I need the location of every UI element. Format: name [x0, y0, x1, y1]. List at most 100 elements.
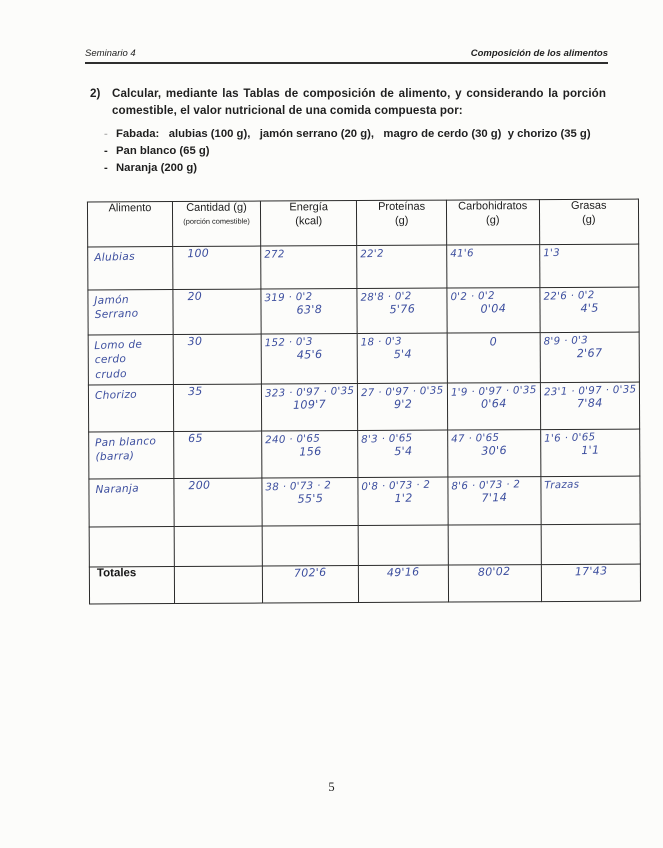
- cell-result: 45'6: [296, 347, 323, 362]
- food-list-item: Naranja (200 g): [116, 162, 197, 174]
- cell-carbohidratos: 1'9 · 0'97 · 0'35 0'64: [447, 382, 541, 430]
- food-list-item: Pan blanco (65 g): [116, 145, 210, 157]
- list-item: - Naranja (200 g): [104, 160, 604, 177]
- cell-result: 1'1: [580, 443, 600, 458]
- cell-carbohidratos: 41'6: [446, 244, 540, 289]
- header-label: Cantidad (g): [186, 201, 247, 214]
- cell-result: 1'2: [393, 491, 413, 505]
- total-energia: 702'6: [294, 565, 328, 580]
- cell-formula: 152 · 0'3: [264, 335, 313, 350]
- table-header-cell: Carbohidratos (g): [446, 199, 540, 246]
- cell-result: 5'76: [389, 302, 416, 317]
- table-row: Naranja 200 38 · 0'73 · 2 55'5 0'8 · 0'73…: [88, 475, 641, 527]
- cell-formula: 0'8 · 0'73 · 2: [361, 478, 431, 493]
- totals-carbohidratos-cell: 80'02: [448, 564, 542, 602]
- cell-formula: 319 · 0'2: [264, 290, 313, 305]
- table-header-row: Alimento Cantidad (g) (porción comestible…: [87, 199, 639, 247]
- exercise-statement: 2) Calcular, mediante las Tablas de comp…: [90, 86, 606, 120]
- cell-formula: 0'2 · 0'2: [450, 289, 495, 304]
- cell-result: 30'6: [480, 443, 507, 458]
- table-row: Jamón Serrano 20 319 · 0'2 63'8 28'8 · 0'…: [87, 287, 640, 335]
- empty-cell: [540, 523, 641, 565]
- table-header-cell: Cantidad (g) (porción comestible): [172, 201, 261, 247]
- cell-alimento: Pan blanco (barra): [88, 431, 174, 479]
- empty-cell: [174, 525, 263, 567]
- header-sublabel: (porción comestible): [183, 216, 250, 226]
- dash-bullet: -: [104, 145, 108, 157]
- cell-cantidad: 100: [172, 246, 261, 290]
- cell-formula: 8'6 · 0'73 · 2: [451, 478, 521, 493]
- cell-cantidad: 20: [172, 289, 262, 335]
- cell-formula: 8'9 · 0'3: [543, 334, 588, 348]
- cell-result: 0'04: [480, 301, 507, 316]
- dash-bullet: -: [104, 162, 108, 174]
- header-sublabel: (g): [582, 213, 596, 226]
- cell-formula: 22'6 · 0'2: [542, 289, 595, 303]
- totals-energia-cell: 702'6: [262, 565, 359, 603]
- cell-result: 109'7: [292, 397, 327, 412]
- totals-proteinas-cell: 49'16: [358, 564, 449, 603]
- header-label: Proteínas: [378, 200, 426, 213]
- cell-grasas: 23'1 · 0'97 · 0'35 7'84: [539, 381, 640, 430]
- food-quantity: 200: [188, 478, 211, 493]
- cell-formula: 1'6 · 0'65: [543, 430, 596, 445]
- cell-energia: 323 · 0'97 · 0'35 109'7: [261, 383, 359, 431]
- cell-proteinas: 18 · 0'3 5'4: [357, 333, 448, 384]
- totals-row: Totales 702'6 49'16 80'02 17'43: [89, 563, 641, 604]
- empty-row: [89, 523, 641, 567]
- cell-alimento: Naranja: [88, 478, 175, 527]
- page-header: Seminario 4 Composición de los alimentos: [85, 48, 608, 64]
- cell-formula: 41'6: [449, 247, 474, 260]
- total-proteinas: 49'16: [387, 565, 420, 580]
- food-quantity: 35: [187, 384, 203, 399]
- food-name: Jamón Serrano: [94, 293, 139, 322]
- cell-result: 9'2: [393, 397, 412, 411]
- food-name: Chorizo: [94, 388, 138, 402]
- empty-cell: [89, 526, 175, 567]
- cell-formula: 47 · 0'65: [450, 431, 500, 446]
- totals-label-cell: Totales: [89, 566, 175, 604]
- cell-result: 7'14: [481, 490, 508, 505]
- cell-energia: 38 · 0'73 · 2 55'5: [261, 477, 359, 526]
- cell-grasas: 8'9 · 0'3 2'67: [539, 332, 640, 383]
- cell-cantidad: 30: [173, 334, 262, 385]
- food-list: - Fabada: alubias (100 g), jamón serrano…: [104, 126, 604, 177]
- cell-energia: 240 · 0'65 156: [261, 430, 359, 478]
- table-row: Alubias 100 272 22'2 41'6 1'3: [87, 244, 639, 290]
- table-header-cell: Energía (kcal): [260, 200, 358, 247]
- food-name: Alubias: [94, 250, 136, 264]
- cell-formula: 1'3: [542, 246, 560, 260]
- food-name: Lomo de cerdo crudo: [94, 338, 143, 381]
- header-label: Carbohidratos: [458, 200, 528, 213]
- list-item: - Fabada: alubias (100 g), jamón serrano…: [104, 126, 604, 143]
- cell-result: 2'67: [576, 346, 603, 361]
- dash-bullet: -: [104, 128, 108, 140]
- cell-result: 0'64: [480, 396, 507, 411]
- cell-result: 7'84: [576, 396, 603, 411]
- cell-cantidad: 65: [173, 430, 262, 479]
- cell-cantidad: 35: [173, 383, 262, 432]
- food-quantity: 100: [187, 246, 210, 261]
- cell-carbohidratos: 0'2 · 0'2 0'04: [446, 287, 540, 334]
- cell-formula: 8'3 · 0'65: [361, 431, 414, 446]
- cell-result: 156: [298, 444, 322, 459]
- cell-energia: 272: [260, 245, 358, 290]
- cell-energia: 319 · 0'2 63'8: [260, 288, 358, 335]
- totals-label: Totales: [96, 567, 137, 580]
- cell-result: 4'5: [579, 301, 599, 316]
- table-row: Chorizo 35 323 · 0'97 · 0'35 109'7 27 · 0…: [88, 381, 640, 432]
- cell-grasas: 1'6 · 0'65 1'1: [540, 428, 640, 477]
- cell-formula: 22'2: [360, 247, 385, 261]
- nutrition-table: Alimento Cantidad (g) (porción comestible…: [87, 199, 641, 605]
- empty-cell: [262, 525, 359, 566]
- cell-formula: 18 · 0'3: [360, 335, 403, 349]
- cell-alimento: Lomo de cerdo crudo: [88, 334, 174, 385]
- totals-cantidad-cell: [174, 565, 263, 604]
- exercise-text: Calcular, mediante las Tablas de composi…: [112, 87, 606, 117]
- header-label: Energía: [289, 201, 328, 214]
- food-quantity: 65: [187, 431, 204, 446]
- table-row: Lomo de cerdo crudo 30 152 · 0'3 45'6 18 …: [88, 332, 640, 385]
- cell-result: 0: [489, 335, 498, 349]
- food-quantity: 30: [187, 334, 203, 349]
